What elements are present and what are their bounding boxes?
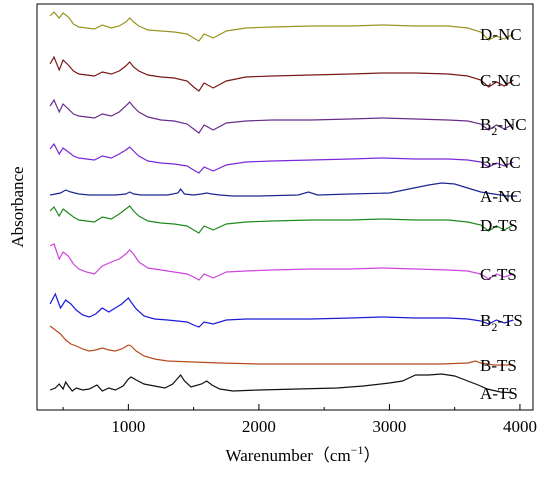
x-tick-label-4000: 4000 <box>503 417 537 436</box>
series-label-b2-nc: B2-NC <box>480 115 527 138</box>
series-label-c-ts: C-TS <box>480 265 517 284</box>
series-line-c-nc <box>49 55 514 92</box>
x-tick-label-3000: 3000 <box>372 417 406 436</box>
series-label-a-nc: A-NC <box>480 187 522 206</box>
series-line-d-nc <box>49 11 514 42</box>
y-axis-label: Absorbance <box>8 166 27 247</box>
series-label-c-nc: C-NC <box>480 71 521 90</box>
x-tick-label-1000: 1000 <box>111 417 145 436</box>
series-line-d-ts <box>49 205 514 234</box>
x-axis-label: Warenumber（cm−1） <box>226 443 381 465</box>
x-tick-label-2000: 2000 <box>242 417 276 436</box>
series-label-d-ts: D-TS <box>480 216 518 235</box>
series-line-a-nc <box>49 182 518 197</box>
series-label-b-nc: B-NC <box>480 153 521 172</box>
series-line-b-ts <box>49 325 514 366</box>
series-label-b-ts: B-TS <box>480 356 517 375</box>
series-line-b2-nc <box>49 98 514 134</box>
series-label-b2-ts: B2-TS <box>480 311 523 334</box>
series-line-a-ts <box>49 373 514 394</box>
series-layer <box>49 11 518 394</box>
series-label-d-nc: D-NC <box>480 25 522 44</box>
series-line-c-ts <box>49 243 514 281</box>
plot-frame <box>36 3 534 411</box>
x-axis-ticks: 1000 2000 3000 4000 <box>62 404 537 436</box>
series-line-b-nc <box>49 142 514 174</box>
series-label-layer: D-NC C-NC B2-NC B-NC A-NC D-TS C-TS B2-TS B-TS A-… <box>480 25 527 403</box>
series-line-b2-ts <box>49 292 514 328</box>
series-label-a-ts: A-TS <box>480 384 518 403</box>
